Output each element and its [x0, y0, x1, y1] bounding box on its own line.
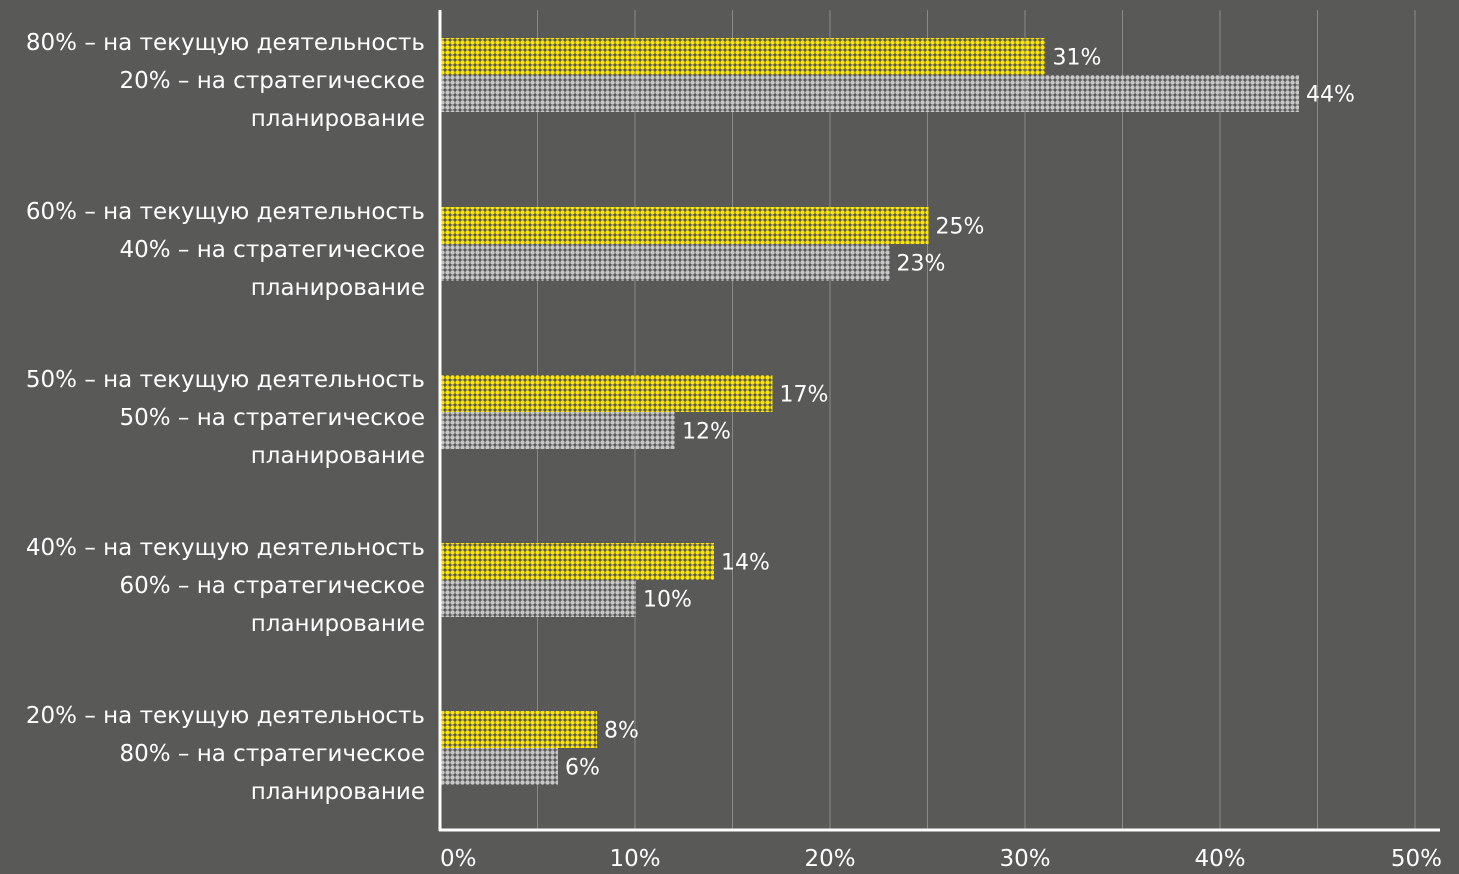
category-label: планирование — [251, 275, 425, 301]
data-label: 25% — [936, 215, 985, 240]
x-tick-label: 40% — [1194, 846, 1245, 870]
x-tick-label: 50% — [1391, 846, 1442, 870]
category-label: планирование — [251, 443, 425, 469]
category-label: 20% – на стратегическое — [119, 68, 425, 94]
x-tick-label: 10% — [609, 846, 660, 870]
bar — [441, 748, 558, 785]
bar — [441, 375, 773, 412]
data-label: 12% — [682, 420, 731, 445]
data-label: 10% — [643, 588, 692, 613]
category-label: 60% – на стратегическое — [119, 573, 425, 599]
category-label: 40% – на стратегическое — [119, 237, 425, 263]
x-tick-label: 20% — [804, 846, 855, 870]
data-label: 14% — [721, 551, 770, 576]
x-tick-label: 0% — [440, 846, 477, 870]
category-label: 80% – на текущую деятельность — [26, 30, 425, 56]
category-label: 80% – на стратегическое — [119, 741, 425, 767]
grid — [537, 10, 1416, 830]
data-label: 23% — [897, 252, 946, 277]
category-label: планирование — [251, 106, 425, 132]
data-label: 17% — [780, 383, 829, 408]
category-label: 20% – на текущую деятельность — [26, 703, 425, 729]
x-tick-label: 30% — [999, 846, 1050, 870]
category-label: 50% – на текущую деятельность — [26, 367, 425, 393]
data-label: 31% — [1053, 46, 1102, 71]
data-labels: 31% 25% 17% 14% 8% 44% 23% 12% 10% 6% — [565, 46, 1355, 781]
category-label: планирование — [251, 611, 425, 637]
axes: 0% 10% 20% 30% 40% 50% — [438, 10, 1442, 872]
category-label: планирование — [251, 779, 425, 805]
data-label: 8% — [604, 719, 639, 744]
category-labels: 80% – на текущую деятельность 20% – на ст… — [26, 30, 425, 805]
bar — [441, 75, 1299, 112]
bar — [441, 38, 1046, 75]
bar — [441, 412, 675, 449]
bar — [441, 711, 597, 748]
category-label: 40% – на текущую деятельность — [26, 535, 425, 561]
bar — [441, 244, 890, 281]
category-label: 50% – на стратегическое — [119, 405, 425, 431]
data-label: 6% — [565, 756, 600, 781]
bar — [441, 543, 714, 580]
data-label: 44% — [1306, 83, 1355, 108]
bar — [441, 207, 929, 244]
bar — [441, 580, 636, 617]
category-label: 60% – на текущую деятельность — [26, 199, 425, 225]
bars — [441, 38, 1299, 785]
